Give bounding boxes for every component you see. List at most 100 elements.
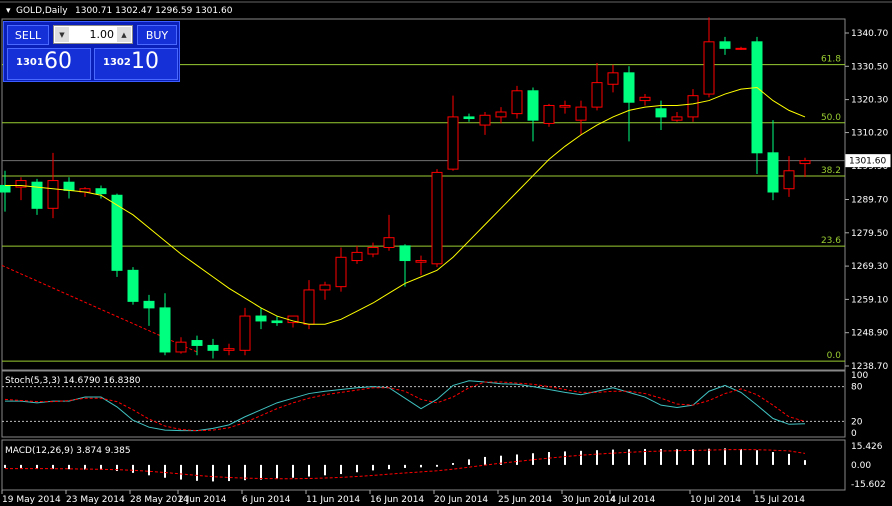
stoch-signal-line bbox=[4, 381, 806, 432]
fib-level-label: 0.0 bbox=[827, 351, 842, 361]
stoch-axis-label: 80 bbox=[851, 383, 863, 393]
sell-price-box[interactable]: 1301 60 bbox=[7, 48, 91, 80]
lot-size-input[interactable] bbox=[70, 27, 116, 42]
price-axis-label: 1310.20 bbox=[851, 129, 888, 139]
stoch-main-line bbox=[5, 380, 806, 432]
candle-body bbox=[95, 188, 107, 195]
candle-body bbox=[399, 245, 411, 262]
macd-label: MACD(12,26,9) 3.874 9.385 bbox=[5, 446, 131, 456]
candle-body bbox=[15, 180, 27, 188]
macd-signal-line bbox=[5, 449, 806, 480]
candle-body bbox=[639, 96, 651, 102]
macd-frame bbox=[1, 439, 846, 491]
candle-body bbox=[63, 181, 75, 191]
moving-average-line bbox=[5, 87, 806, 325]
candle-body bbox=[271, 320, 283, 324]
overlays bbox=[5, 87, 806, 325]
candle-body bbox=[591, 82, 603, 108]
candle-body bbox=[335, 256, 347, 288]
candle-body bbox=[367, 246, 379, 255]
price-axis-label: 1269.30 bbox=[851, 262, 888, 272]
candle-body bbox=[431, 171, 443, 265]
candle-body bbox=[111, 194, 123, 271]
candle-body bbox=[511, 90, 523, 115]
candle-body bbox=[415, 260, 427, 263]
candle-body bbox=[191, 340, 203, 346]
candle-body bbox=[543, 104, 555, 124]
date-axis-label: 23 May 2014 bbox=[66, 495, 125, 505]
buy-price-big: 1302 bbox=[103, 57, 131, 68]
main-panel bbox=[0, 1, 892, 491]
date-axis-label: 30 Jun 2014 bbox=[562, 495, 616, 505]
fib-level-label: 61.8 bbox=[821, 55, 841, 65]
price-axis-label: 1330.50 bbox=[851, 62, 888, 72]
price-axis-label: 1248.90 bbox=[851, 329, 888, 339]
candle-body bbox=[159, 307, 171, 353]
stoch-axis-label: 100 bbox=[851, 371, 868, 381]
candle-body bbox=[671, 116, 683, 121]
candle-body bbox=[239, 315, 251, 351]
fibonacci-levels: 61.8 50.0 38.2 23.6 0.0 bbox=[1, 55, 845, 362]
fib-level-label: 50.0 bbox=[821, 113, 841, 123]
candle-body bbox=[495, 111, 507, 118]
price-axis-label: 1289.70 bbox=[851, 196, 888, 206]
stoch-label: Stoch(5,3,3) 14.6790 16.8380 bbox=[5, 376, 141, 386]
price-axis-label: 1238.70 bbox=[851, 362, 888, 372]
stoch-axis-label: 20 bbox=[851, 417, 863, 427]
date-axis-label: 19 May 2014 bbox=[2, 495, 61, 505]
candle-body bbox=[303, 289, 315, 325]
fib-level-label: 23.6 bbox=[821, 236, 841, 246]
price-axis-label: 1340.70 bbox=[851, 29, 888, 39]
candle-body bbox=[783, 170, 795, 190]
candle-body bbox=[351, 251, 363, 262]
candle-body bbox=[175, 341, 187, 353]
candle-body bbox=[703, 41, 715, 95]
candle-body bbox=[735, 47, 747, 50]
candle-body bbox=[767, 152, 779, 193]
sell-button[interactable]: SELL bbox=[7, 25, 49, 45]
one-click-trading-panel: SELL ▼ ▲ BUY 1301 60 1302 10 bbox=[3, 21, 180, 82]
candle-body bbox=[143, 300, 155, 309]
date-axis-label: 4 Jul 2014 bbox=[610, 495, 655, 505]
candle-body bbox=[655, 108, 667, 118]
date-axis-label: 15 Jul 2014 bbox=[754, 495, 805, 505]
candle-body bbox=[447, 116, 459, 170]
stochastic-panel bbox=[2, 380, 845, 432]
date-axis-label: 11 Jun 2014 bbox=[306, 495, 360, 505]
candle-body bbox=[623, 72, 635, 103]
triangle-down-icon[interactable]: ▾ bbox=[6, 6, 11, 16]
candle-body bbox=[687, 95, 699, 118]
candle-body bbox=[527, 90, 539, 121]
sell-price-pips: 60 bbox=[44, 49, 72, 74]
price-axis-label: 1259.10 bbox=[851, 295, 888, 305]
buy-price-box[interactable]: 1302 10 bbox=[94, 48, 178, 80]
date-axis-label: 28 May 2014 bbox=[130, 495, 189, 505]
macd-axis-label: 0.00 bbox=[851, 461, 871, 471]
symbol-label: GOLD,Daily bbox=[16, 6, 68, 16]
macd-axis-label: -15.602 bbox=[851, 480, 886, 490]
lot-size-stepper[interactable]: ▼ ▲ bbox=[53, 25, 133, 44]
date-axis-label: 25 Jun 2014 bbox=[498, 495, 552, 505]
candle-body bbox=[223, 348, 235, 351]
price-axis-label: 1299.90 bbox=[851, 162, 888, 172]
candle-body bbox=[383, 237, 395, 248]
macd-axis-label: 15.426 bbox=[851, 442, 883, 452]
candle-body bbox=[799, 160, 811, 165]
price-axis-label: 1279.50 bbox=[851, 229, 888, 239]
date-axis-label: 2 Jun 2014 bbox=[178, 495, 227, 505]
arrow-down-icon[interactable]: ▼ bbox=[55, 27, 69, 42]
stoch-frame bbox=[1, 370, 846, 438]
buy-button[interactable]: BUY bbox=[137, 25, 177, 45]
candle-body bbox=[719, 41, 731, 49]
candle-body bbox=[0, 184, 11, 193]
ohlc-label: 1300.71 1302.47 1296.59 1301.60 bbox=[75, 6, 233, 16]
candle-body bbox=[607, 72, 619, 85]
arrow-up-icon[interactable]: ▲ bbox=[117, 27, 131, 42]
stoch-axis-label: 0 bbox=[851, 429, 857, 439]
candle-body bbox=[47, 180, 59, 209]
current-price-label: 1301.60 bbox=[849, 157, 886, 167]
candle-body bbox=[207, 344, 219, 351]
candle-body bbox=[751, 41, 763, 154]
candle-body bbox=[255, 315, 267, 322]
candles bbox=[0, 17, 811, 359]
